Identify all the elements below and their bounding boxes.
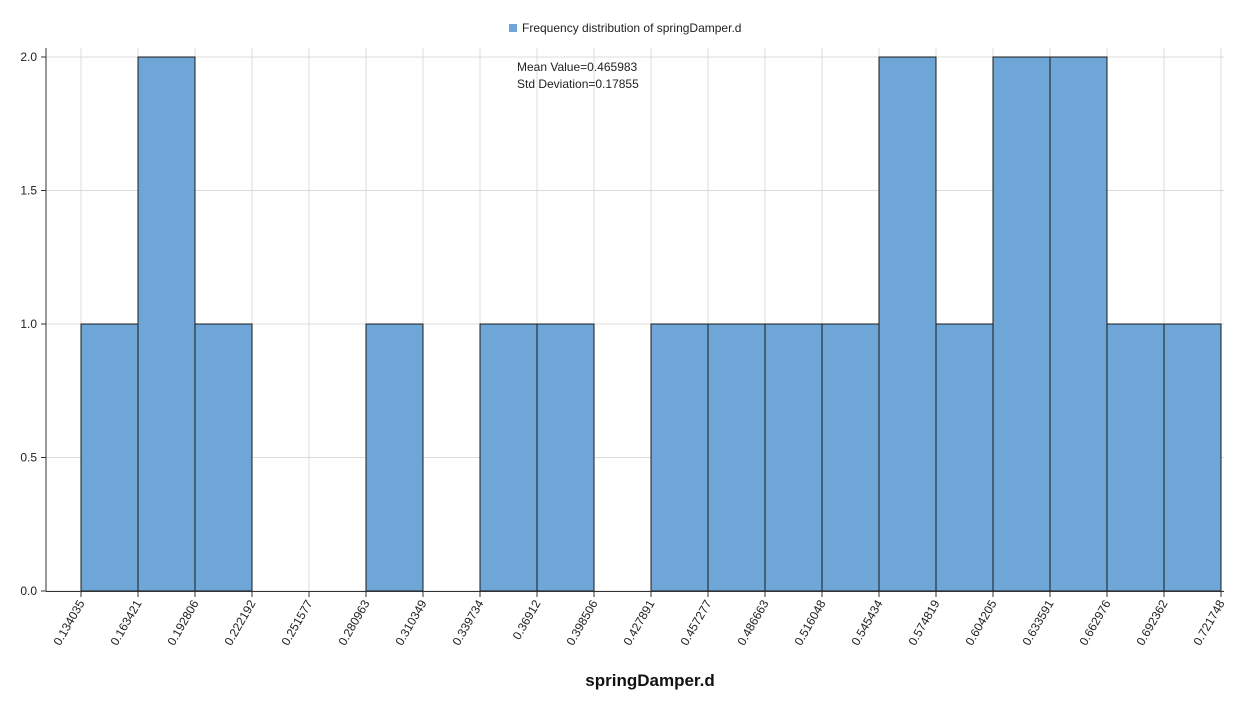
x-tick-label: 0.339734 — [449, 597, 486, 648]
histogram-bar[interactable] — [536, 323, 595, 592]
histogram-bar[interactable] — [365, 323, 424, 592]
x-tick-label: 0.692362 — [1133, 597, 1170, 648]
histogram-bar[interactable] — [479, 323, 538, 592]
y-tick-label: 1.5 — [20, 184, 37, 198]
y-tick-label: 2.0 — [20, 50, 37, 64]
x-tick-label: 0.545434 — [848, 597, 885, 648]
legend-swatch — [509, 24, 517, 32]
histogram-bar[interactable] — [707, 323, 766, 592]
x-tick-label: 0.192806 — [164, 597, 201, 648]
bars — [80, 56, 1222, 592]
histogram-bar[interactable] — [821, 323, 880, 592]
x-tick-label: 0.633591 — [1019, 597, 1056, 648]
x-tick-label: 0.222192 — [221, 597, 258, 648]
y-tick-label: 0.0 — [20, 584, 37, 598]
y-tick-label: 0.5 — [20, 451, 37, 465]
histogram-bar[interactable] — [992, 56, 1051, 592]
x-tick-label: 0.251577 — [278, 597, 315, 648]
x-tick-label: 0.516048 — [791, 597, 828, 648]
histogram-bar[interactable] — [935, 323, 994, 592]
x-tick-label: 0.721748 — [1190, 597, 1227, 648]
x-tick-label: 0.486663 — [734, 597, 771, 648]
x-tick-label: 0.457277 — [677, 597, 714, 648]
legend[interactable]: Frequency distribution of springDamper.d — [509, 21, 741, 35]
x-axis-title: springDamper.d — [585, 671, 714, 690]
x-tick-label: 0.398506 — [563, 597, 600, 648]
x-tick-label: 0.163421 — [107, 597, 144, 648]
histogram-bar[interactable] — [1049, 56, 1108, 592]
x-tick-label: 0.662976 — [1076, 597, 1113, 648]
histogram-bar[interactable] — [650, 323, 709, 592]
y-tick-label: 1.0 — [20, 317, 37, 331]
histogram-bar[interactable] — [1163, 323, 1222, 592]
histogram-bar[interactable] — [194, 323, 253, 592]
x-tick-label: 0.574819 — [905, 597, 942, 648]
histogram-bar[interactable] — [137, 56, 196, 592]
stats-annotation: Mean Value=0.465983 Std Deviation=0.1785… — [517, 60, 639, 91]
x-tick-label: 0.36912 — [510, 597, 544, 642]
histogram-bar[interactable] — [764, 323, 823, 592]
x-tick-label: 0.427891 — [620, 597, 657, 648]
x-tick-label: 0.604205 — [962, 597, 999, 648]
mean-value-text: Mean Value=0.465983 — [517, 60, 638, 74]
std-deviation-text: Std Deviation=0.17855 — [517, 77, 639, 91]
histogram-bar[interactable] — [878, 56, 937, 592]
histogram-bar[interactable] — [1106, 323, 1165, 592]
histogram-bar[interactable] — [80, 323, 139, 592]
x-tick-label: 0.134035 — [50, 597, 87, 648]
x-tick-label: 0.280963 — [335, 597, 372, 648]
x-tick-label: 0.310349 — [392, 597, 429, 648]
legend-label: Frequency distribution of springDamper.d — [522, 21, 741, 35]
